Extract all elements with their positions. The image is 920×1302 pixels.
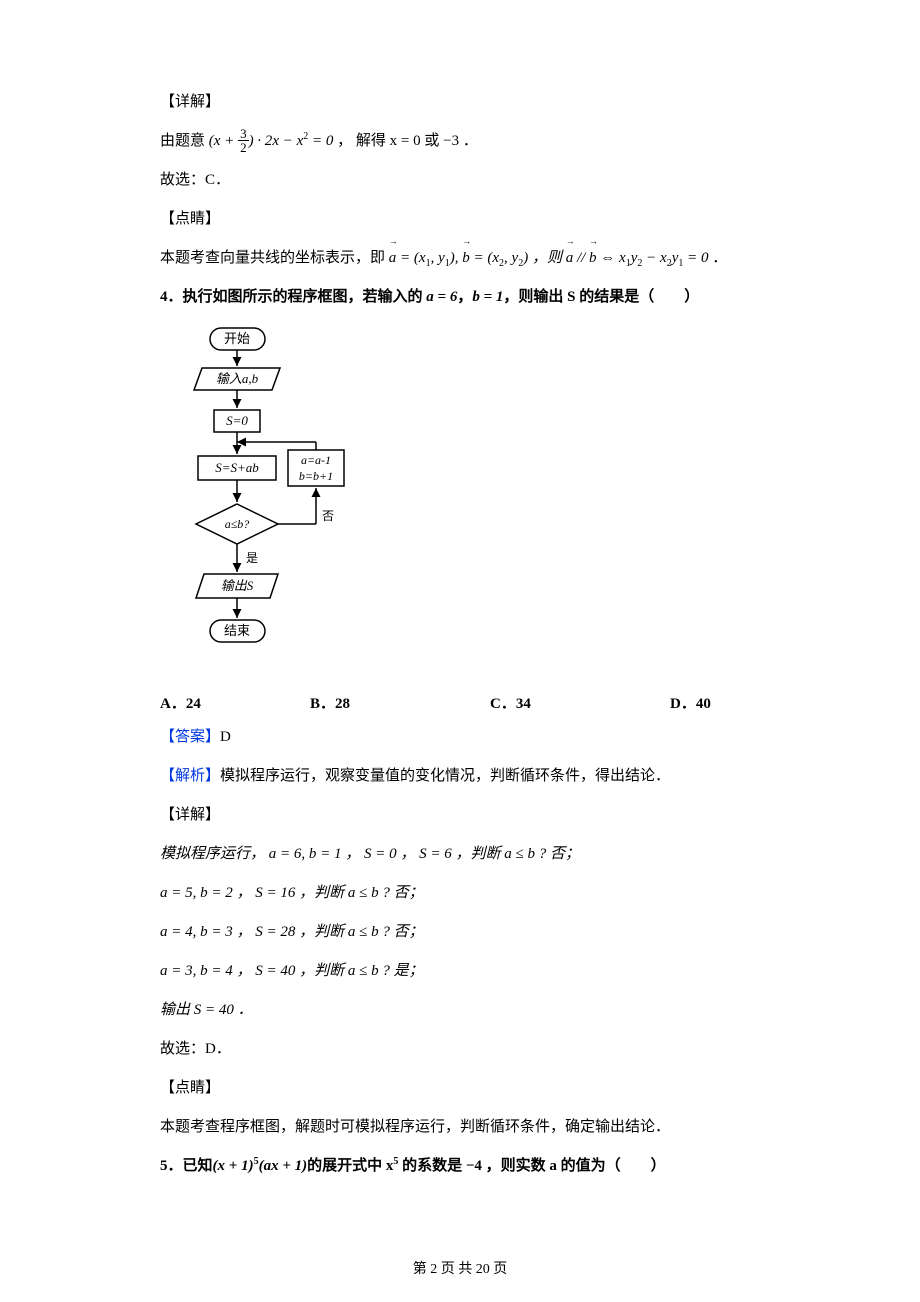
q5-mid2: 的系数是 −4 ，则实数 a 的值为（ ） bbox=[398, 1158, 665, 1174]
tip-label-1: 【点睛】 bbox=[160, 203, 760, 236]
choice-c: C．34 bbox=[490, 692, 670, 713]
eq1-solve: 解得 x = 0 或 −3 ． bbox=[356, 133, 478, 149]
answer-4: 【答案】D bbox=[160, 721, 760, 754]
flow-yes-text: 是 bbox=[246, 551, 258, 565]
choice-a: A．24 bbox=[160, 692, 310, 713]
question-5-stem: 5．已知(x + 1)5(ax + 1)的展开式中 x5 的系数是 −4 ，则实… bbox=[160, 1150, 760, 1183]
choices-q4: A．24 B．28 C．34 D．40 bbox=[160, 692, 760, 713]
tip1-post: ． bbox=[712, 250, 727, 266]
step-0: 模拟程序运行， a = 6, b = 1 ， S = 0 ， S = 6 ，判断… bbox=[160, 838, 760, 871]
flowchart: 开始 输入a,b S=0 S=S+ab a=a-1 b=b+1 a≤b? bbox=[160, 322, 760, 682]
flowchart-svg: 开始 输入a,b S=0 S=S+ab a=a-1 b=b+1 a≤b? bbox=[160, 322, 360, 682]
flow-updates-text: S=S+ab bbox=[215, 460, 259, 475]
q4-b: b = 1 bbox=[472, 289, 503, 305]
answer-label: 【答案】 bbox=[160, 729, 220, 745]
q5-mid: 的展开式中 x bbox=[307, 1158, 393, 1174]
step-3: a = 3, b = 4 ， S = 40 ，判断 a ≤ b ? 是； bbox=[160, 955, 760, 988]
step-2: a = 4, b = 3 ， S = 28 ，判断 a ≤ b ? 否； bbox=[160, 916, 760, 949]
equation-1: 由题意 (x + 32) · 2x − x2 = 0 ， 解得 x = 0 或 … bbox=[160, 125, 760, 158]
tip1-pre: 本题考查向量共线的坐标表示，即 bbox=[160, 250, 385, 266]
q5-expr: (x + 1)5(ax + 1) bbox=[213, 1158, 308, 1174]
choice-d: D．40 bbox=[670, 692, 711, 713]
eq1-body: (x + 32) · 2x − x2 = 0 bbox=[209, 133, 337, 149]
flow-start-text: 开始 bbox=[224, 331, 250, 346]
flow-no-text: 否 bbox=[322, 509, 334, 523]
q4-post: ，则输出 S 的结果是（ ） bbox=[503, 289, 699, 305]
flow-init-text: S=0 bbox=[226, 413, 248, 428]
q4-sep: ， bbox=[457, 289, 472, 305]
page-footer: 第 2 页 共 20 页 bbox=[0, 1258, 920, 1278]
detail-label-1: 【详解】 bbox=[160, 86, 760, 119]
flow-input-text: 输入a,b bbox=[216, 371, 259, 386]
q4-a: a = 6 bbox=[426, 289, 457, 305]
tip1-math: a = (x1, y1), b = (x2, y2) ，则 a // b ⇔ x… bbox=[389, 250, 712, 266]
conclusion-4: 故选：D． bbox=[160, 1033, 760, 1066]
detail-label-4: 【详解】 bbox=[160, 799, 760, 832]
eq1-sep: ， bbox=[337, 133, 352, 149]
choice-b: B．28 bbox=[310, 692, 490, 713]
q5-pre: 5．已知 bbox=[160, 1158, 213, 1174]
tip-body-4: 本题考查程序框图，解题时可模拟程序运行，判断循环条件，确定输出结论． bbox=[160, 1111, 760, 1144]
q4-pre: 4．执行如图所示的程序框图，若输入的 bbox=[160, 289, 426, 305]
conclusion-1: 故选：C． bbox=[160, 164, 760, 197]
flow-upd-a: a=a-1 bbox=[301, 453, 331, 467]
tip-body-1: 本题考查向量共线的坐标表示，即 a = (x1, y1), b = (x2, y… bbox=[160, 242, 760, 275]
analysis-body: 模拟程序运行，观察变量值的变化情况，判断循环条件，得出结论． bbox=[220, 768, 670, 784]
flow-cond-text: a≤b? bbox=[225, 517, 250, 531]
eq1-pre: 由题意 bbox=[160, 133, 205, 149]
analysis-label: 【解析】 bbox=[160, 768, 220, 784]
flow-upd-b: b=b+1 bbox=[299, 469, 333, 483]
flow-output-text: 输出S bbox=[221, 578, 254, 593]
step-1: a = 5, b = 2 ， S = 16 ，判断 a ≤ b ? 否； bbox=[160, 877, 760, 910]
question-4-stem: 4．执行如图所示的程序框图，若输入的 a = 6，b = 1，则输出 S 的结果… bbox=[160, 281, 760, 314]
output-line: 输出 S = 40 ． bbox=[160, 994, 760, 1027]
answer-val: D bbox=[220, 729, 231, 745]
tip-label-4: 【点睛】 bbox=[160, 1072, 760, 1105]
page: 【详解】 由题意 (x + 32) · 2x − x2 = 0 ， 解得 x =… bbox=[0, 0, 920, 1302]
analysis-4: 【解析】模拟程序运行，观察变量值的变化情况，判断循环条件，得出结论． bbox=[160, 760, 760, 793]
flow-end-text: 结束 bbox=[224, 623, 250, 638]
